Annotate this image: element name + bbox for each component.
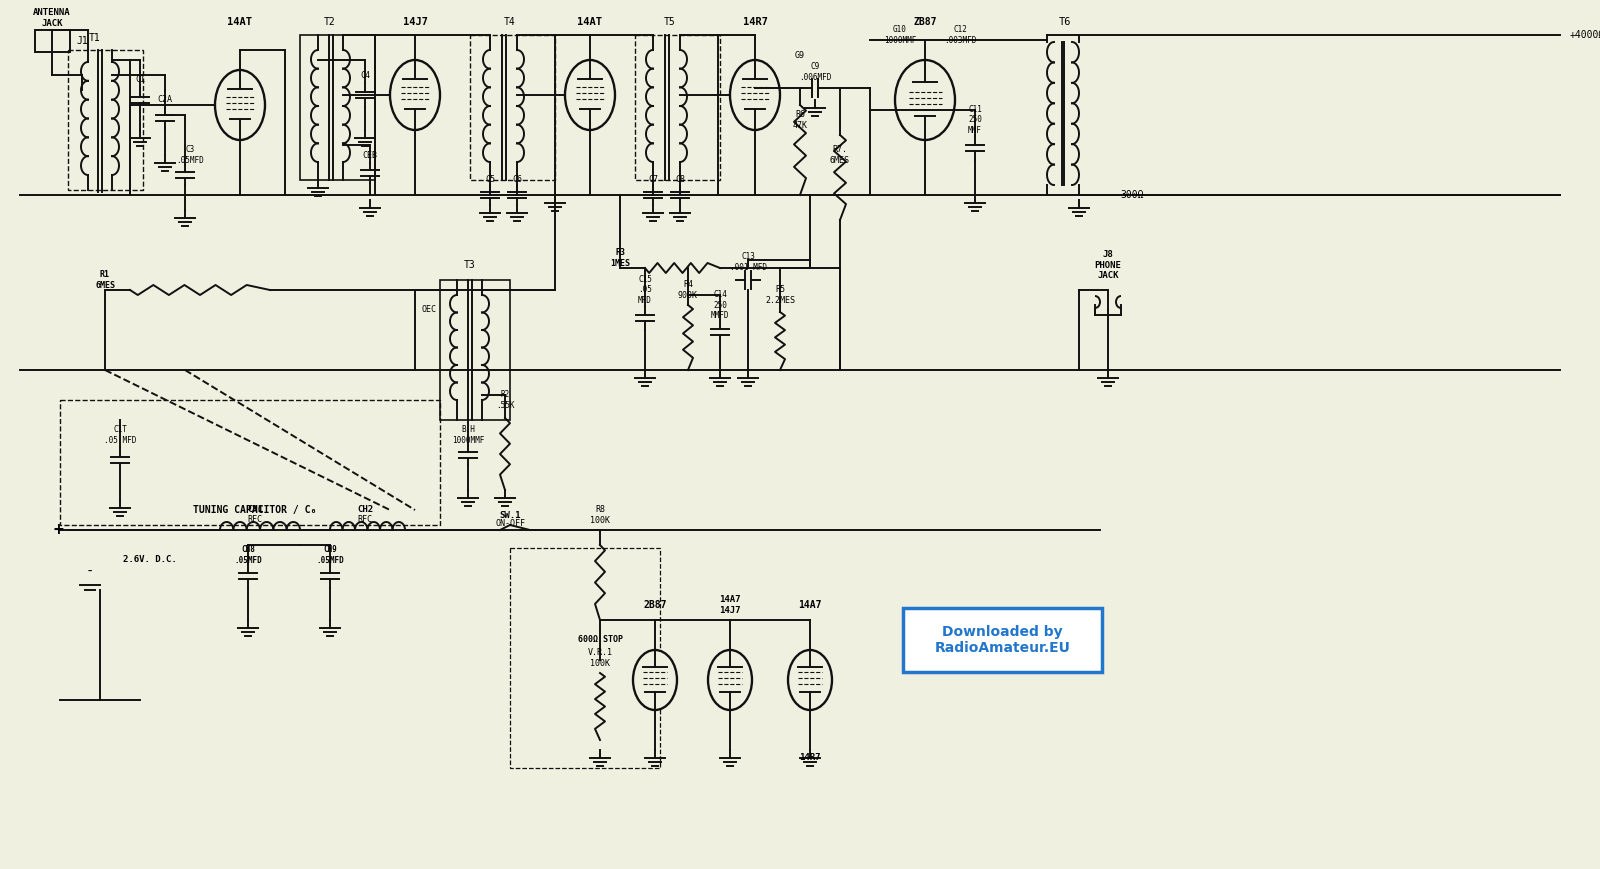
Text: CH9
.05MFD: CH9 .05MFD xyxy=(317,546,344,565)
Text: C2A: C2A xyxy=(157,96,173,104)
Bar xyxy=(510,548,661,768)
Text: G9: G9 xyxy=(795,50,805,59)
Ellipse shape xyxy=(730,60,781,130)
Text: 14R7: 14R7 xyxy=(742,17,768,27)
Ellipse shape xyxy=(634,650,677,710)
Text: R6
47K: R6 47K xyxy=(792,110,808,129)
Text: Downloaded by
RadioAmateur.EU: Downloaded by RadioAmateur.EU xyxy=(934,625,1070,655)
Text: C6: C6 xyxy=(512,176,522,184)
Text: 14R7: 14R7 xyxy=(800,753,821,762)
Text: B.H
1000MMF: B.H 1000MMF xyxy=(451,425,485,445)
Text: +4000Ω: +4000Ω xyxy=(1570,30,1600,40)
Text: C5: C5 xyxy=(485,176,494,184)
Text: -: - xyxy=(86,565,94,579)
Text: 300Ω: 300Ω xyxy=(1120,190,1144,200)
Text: 14A7
14J7: 14A7 14J7 xyxy=(720,595,741,614)
Text: G10
1000MMF: G10 1000MMF xyxy=(883,25,917,44)
Ellipse shape xyxy=(787,650,832,710)
Text: V.R.1
100K: V.R.1 100K xyxy=(587,648,613,667)
Text: RFC: RFC xyxy=(357,515,373,525)
Bar xyxy=(440,280,510,420)
Text: C9
.006MFD: C9 .006MFD xyxy=(798,63,830,82)
Text: 14AT: 14AT xyxy=(578,17,603,27)
Text: C12
.003MFD: C12 .003MFD xyxy=(944,25,976,44)
Ellipse shape xyxy=(894,60,955,140)
Text: T3: T3 xyxy=(464,260,475,270)
Text: T1: T1 xyxy=(90,33,101,43)
Text: R3
1MES: R3 1MES xyxy=(610,249,630,268)
Text: CH1: CH1 xyxy=(246,506,262,514)
Text: R2
.55K: R2 .55K xyxy=(496,390,514,409)
Text: TUNING CAPACITOR / C₀: TUNING CAPACITOR / C₀ xyxy=(194,505,317,515)
Text: +: + xyxy=(53,521,62,539)
Ellipse shape xyxy=(214,70,266,140)
Text: 2.6V. D.C.: 2.6V. D.C. xyxy=(123,555,178,565)
Text: C1T
.05 MFD: C1T .05 MFD xyxy=(104,425,136,445)
Text: C7: C7 xyxy=(648,176,658,184)
FancyBboxPatch shape xyxy=(902,608,1102,672)
Bar xyxy=(635,35,720,180)
Text: C4: C4 xyxy=(360,70,370,79)
Ellipse shape xyxy=(390,60,440,130)
Bar xyxy=(61,400,440,525)
Text: 14A7: 14A7 xyxy=(798,600,822,610)
Text: ANTENNA
JACK: ANTENNA JACK xyxy=(34,9,70,28)
Text: C3
.05MFD: C3 .05MFD xyxy=(176,145,203,165)
Bar xyxy=(35,30,70,52)
Text: ZB87: ZB87 xyxy=(914,17,936,27)
Text: C15
.05
MFD: C15 .05 MFD xyxy=(638,275,651,305)
Text: ON-OFF: ON-OFF xyxy=(494,520,525,528)
Text: T2: T2 xyxy=(325,17,336,27)
Bar xyxy=(67,50,142,190)
Text: CH8
.05MFD: CH8 .05MFD xyxy=(234,546,262,565)
Text: C14
250
MMFD: C14 250 MMFD xyxy=(710,290,730,320)
Text: C11
250
MMF: C11 250 MMF xyxy=(968,105,982,135)
Text: 14AT: 14AT xyxy=(227,17,253,27)
Text: SW.1: SW.1 xyxy=(499,510,520,520)
Text: T5: T5 xyxy=(664,17,675,27)
Text: C1: C1 xyxy=(134,76,146,84)
Text: R1
6MES: R1 6MES xyxy=(94,270,115,289)
Text: RFC: RFC xyxy=(248,515,262,525)
Text: 2B87: 2B87 xyxy=(643,600,667,610)
Text: OEC: OEC xyxy=(421,306,435,315)
Ellipse shape xyxy=(565,60,614,130)
Text: T6: T6 xyxy=(1059,17,1072,27)
Text: R4
900K: R4 900K xyxy=(678,281,698,300)
Text: R5
2.2MES: R5 2.2MES xyxy=(765,285,795,305)
Bar xyxy=(470,35,555,180)
Text: C13
.001 MFD: C13 .001 MFD xyxy=(730,252,766,272)
Text: J1: J1 xyxy=(77,36,88,46)
Ellipse shape xyxy=(707,650,752,710)
Text: CEB: CEB xyxy=(363,150,378,160)
Text: C8: C8 xyxy=(675,176,685,184)
Text: T4: T4 xyxy=(504,17,515,27)
Text: CH2: CH2 xyxy=(357,506,373,514)
Text: 600Ω STOP: 600Ω STOP xyxy=(578,635,622,645)
Text: R8
100K: R8 100K xyxy=(590,505,610,525)
Bar xyxy=(301,35,374,180)
Text: 14J7: 14J7 xyxy=(403,17,427,27)
Text: R7.
6MES: R7. 6MES xyxy=(830,145,850,165)
Text: J8
PHONE
JACK: J8 PHONE JACK xyxy=(1094,250,1122,280)
